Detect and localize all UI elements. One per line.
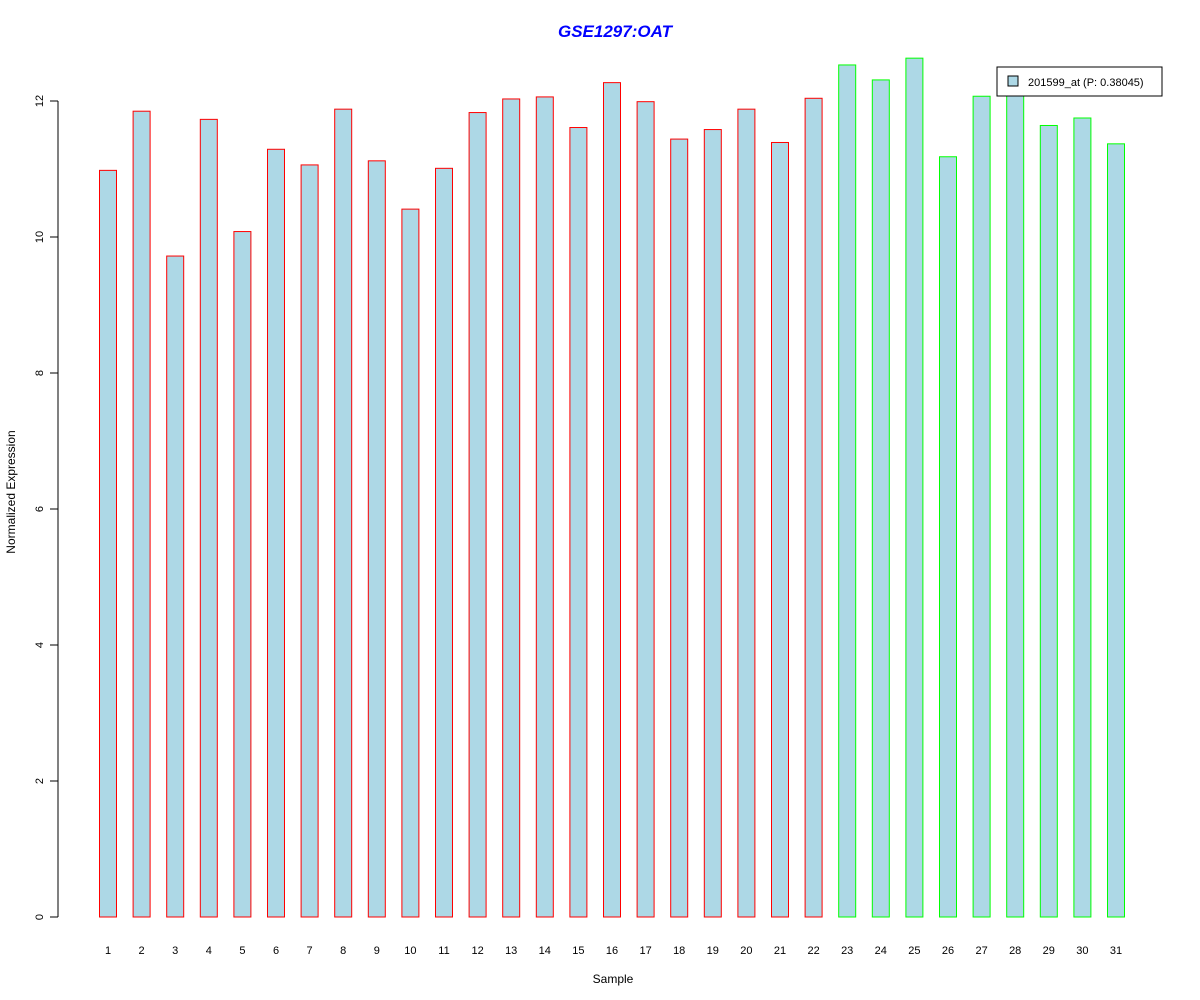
legend: 201599_at (P: 0.38045) bbox=[996, 66, 1163, 97]
bar-sample-14 bbox=[535, 96, 554, 918]
x-tick-label: 23 bbox=[841, 945, 853, 957]
bar-sample-22 bbox=[804, 97, 823, 918]
x-tick-label: 30 bbox=[1076, 945, 1088, 957]
x-tick-label: 4 bbox=[206, 945, 212, 957]
bar-sample-30 bbox=[1073, 117, 1092, 918]
y-tick-label: 6 bbox=[34, 506, 46, 512]
y-tick-label: 2 bbox=[34, 778, 46, 784]
x-tick-label: 14 bbox=[539, 945, 551, 957]
bar-sample-6 bbox=[267, 148, 285, 918]
legend-swatch bbox=[1007, 75, 1019, 87]
y-tick-label: 4 bbox=[34, 642, 46, 648]
x-tick-label: 17 bbox=[639, 945, 651, 957]
x-tick-label: 5 bbox=[239, 945, 245, 957]
x-tick-label: 21 bbox=[774, 945, 786, 957]
bar-sample-15 bbox=[569, 127, 588, 918]
x-tick-label: 8 bbox=[340, 945, 346, 957]
bar-sample-21 bbox=[771, 141, 789, 918]
bars-group bbox=[99, 57, 1125, 918]
x-tick-label: 6 bbox=[273, 945, 279, 957]
x-tick-label: 27 bbox=[975, 945, 987, 957]
bar-sample-1 bbox=[99, 169, 117, 918]
x-tick-label: 25 bbox=[908, 945, 920, 957]
x-tick-label: 31 bbox=[1110, 945, 1122, 957]
x-axis-title: Sample bbox=[593, 972, 634, 986]
x-axis: 1 2 3 4 5 6 7 8 9 10 11 12 13 14 15 16 17 18 19 20 21 22 23 24 2… bbox=[105, 945, 1122, 957]
x-tick-label: 9 bbox=[374, 945, 380, 957]
x-tick-label: 20 bbox=[740, 945, 752, 957]
bar-sample-27 bbox=[972, 95, 991, 918]
bar-sample-18 bbox=[670, 138, 689, 918]
bar-sample-16 bbox=[603, 82, 621, 918]
bar-sample-17 bbox=[636, 101, 655, 918]
x-tick-label: 16 bbox=[606, 945, 618, 957]
bar-sample-5 bbox=[233, 231, 252, 918]
chart-title: GSE1297:OAT bbox=[558, 22, 674, 41]
x-tick-label: 11 bbox=[438, 945, 449, 957]
x-tick-label: 15 bbox=[572, 945, 584, 957]
bar-sample-2 bbox=[132, 110, 151, 918]
bar-sample-4 bbox=[199, 118, 218, 918]
y-axis: 0 2 4 6 8 10 12 bbox=[34, 95, 59, 920]
x-tick-label: 13 bbox=[505, 945, 517, 957]
x-tick-label: 28 bbox=[1009, 945, 1021, 957]
bar-sample-8 bbox=[334, 108, 353, 918]
x-tick-label: 24 bbox=[875, 945, 887, 957]
bar-sample-23 bbox=[838, 64, 857, 918]
y-tick-label: 8 bbox=[34, 370, 46, 376]
bar-sample-19 bbox=[703, 129, 722, 918]
x-tick-label: 1 bbox=[105, 945, 111, 957]
bar-sample-13 bbox=[502, 98, 521, 918]
x-tick-label: 12 bbox=[471, 945, 483, 957]
bar-sample-9 bbox=[367, 160, 386, 918]
bar-sample-29 bbox=[1039, 124, 1058, 918]
bar-sample-31 bbox=[1107, 143, 1125, 918]
x-tick-label: 10 bbox=[404, 945, 416, 957]
bar-sample-12 bbox=[468, 112, 487, 918]
bar-sample-3 bbox=[166, 255, 185, 918]
x-tick-label: 7 bbox=[307, 945, 313, 957]
x-tick-label: 18 bbox=[673, 945, 685, 957]
y-tick-label: 10 bbox=[34, 231, 46, 243]
bar-sample-28 bbox=[1006, 89, 1025, 918]
bar-sample-25 bbox=[905, 57, 924, 918]
bar-sample-26 bbox=[939, 156, 957, 918]
x-tick-label: 19 bbox=[707, 945, 719, 957]
bar-sample-24 bbox=[871, 79, 890, 918]
bar-sample-11 bbox=[435, 167, 453, 918]
legend-box bbox=[996, 66, 1163, 97]
x-tick-label: 26 bbox=[942, 945, 954, 957]
x-tick-label: 22 bbox=[807, 945, 819, 957]
y-tick-label: 0 bbox=[34, 914, 46, 920]
legend-label: 201599_at (P: 0.38045) bbox=[1028, 77, 1144, 89]
y-tick-label: 12 bbox=[34, 95, 46, 107]
x-tick-label: 3 bbox=[172, 945, 178, 957]
bar-sample-10 bbox=[401, 208, 420, 918]
y-axis-title: Normalized Expression bbox=[4, 430, 18, 553]
x-tick-label: 2 bbox=[139, 945, 145, 957]
x-tick-label: 29 bbox=[1043, 945, 1055, 957]
bar-sample-7 bbox=[300, 164, 319, 918]
bar-sample-20 bbox=[737, 108, 756, 918]
